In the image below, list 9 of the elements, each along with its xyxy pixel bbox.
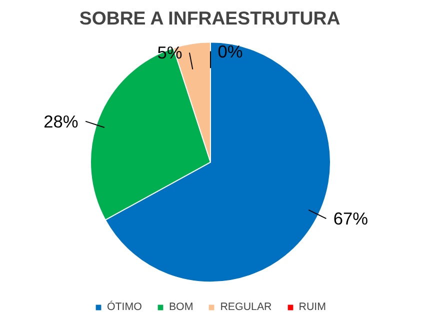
legend-label: REGULAR: [220, 301, 272, 313]
data-label: 67%: [333, 208, 368, 229]
legend-label: RUIM: [298, 301, 326, 313]
legend-label: ÓTIMO: [107, 301, 142, 313]
legend-label: BOM: [168, 301, 194, 313]
data-label: 5%: [157, 42, 182, 63]
data-label: 28%: [44, 111, 78, 132]
text: 0%: [218, 41, 243, 62]
chart-title: SOBRE A INFRAESTRUTURA: [79, 8, 340, 28]
